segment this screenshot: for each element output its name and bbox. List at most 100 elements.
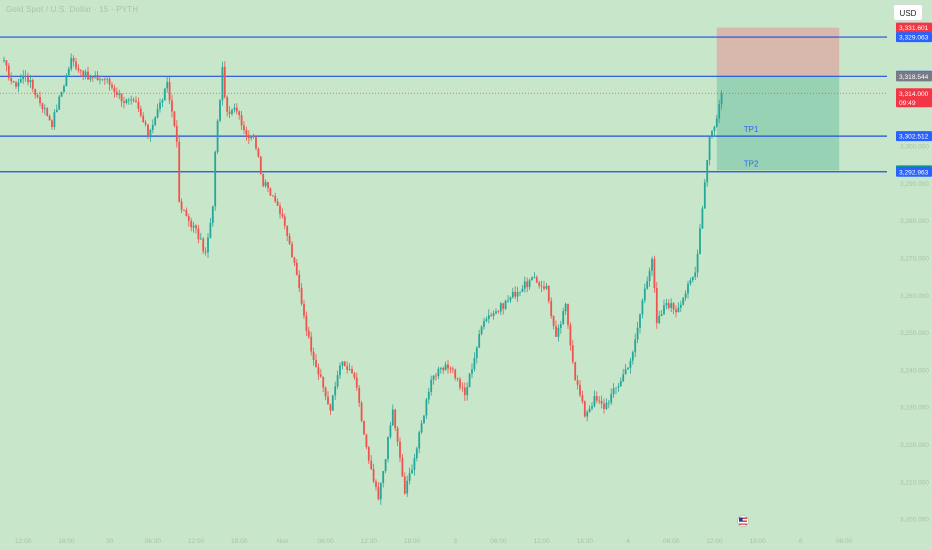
- candle-body: [689, 280, 692, 284]
- candle-body: [415, 448, 418, 459]
- candle-body: [708, 136, 711, 160]
- candle-body: [612, 388, 615, 395]
- candle-body: [264, 182, 267, 187]
- candle-body: [147, 124, 149, 137]
- candle-body: [226, 97, 229, 112]
- candle-body: [24, 75, 27, 77]
- price-tag: 3,318.544: [896, 71, 932, 82]
- candle-body: [651, 258, 653, 271]
- candle-body: [317, 367, 320, 375]
- candle-body: [459, 379, 461, 388]
- price-tag: 3,329.063: [896, 32, 932, 43]
- candle-body: [643, 288, 646, 301]
- candle-body: [634, 339, 637, 353]
- tp-label: TP2: [744, 159, 759, 168]
- economic-event-marker: [737, 515, 749, 527]
- candle-body: [581, 395, 584, 402]
- candle-body: [360, 402, 363, 421]
- candle-body: [591, 406, 593, 409]
- candle-body: [646, 281, 649, 289]
- position-labels: TP1 TP2: [744, 125, 759, 168]
- candle-body: [442, 367, 445, 371]
- candle-body: [720, 93, 723, 105]
- candle-body: [432, 375, 435, 380]
- candle-body: [389, 425, 392, 437]
- candle-body: [310, 336, 313, 352]
- candle-body: [175, 125, 178, 142]
- candle-body: [353, 373, 356, 378]
- candle-body: [420, 423, 423, 433]
- candle-body: [43, 108, 46, 110]
- flag-canton: [739, 517, 743, 521]
- price-axis: 3,300.000 3,290.000 3,280.000 3,270.000 3,26…: [896, 22, 932, 524]
- candle-body: [507, 300, 509, 302]
- candle-body: [418, 432, 421, 449]
- candle-body: [605, 402, 608, 409]
- candle-body: [370, 460, 373, 470]
- candle-body: [473, 358, 476, 370]
- candle-body: [31, 80, 34, 89]
- candle-body: [696, 254, 699, 273]
- candle-body: [715, 118, 718, 127]
- currency-button[interactable]: USD: [893, 4, 923, 21]
- candle-body: [223, 66, 226, 98]
- candle-body: [233, 107, 236, 110]
- candle-body: [103, 78, 106, 80]
- candle-body: [682, 297, 685, 305]
- candle-body: [667, 303, 670, 308]
- price-tag: 3,292.963: [896, 166, 932, 177]
- candle-body: [576, 380, 579, 385]
- candle-body: [619, 381, 622, 387]
- candle-body: [454, 369, 457, 379]
- candle-body: [427, 391, 430, 400]
- candle-body: [12, 81, 15, 83]
- candle-body: [173, 111, 176, 126]
- candle-body: [490, 315, 493, 317]
- candle-body: [583, 401, 586, 417]
- time-tick-label: 30: [106, 538, 114, 545]
- candle-body: [648, 270, 651, 282]
- price-tag: 3,314.000 09:49: [896, 88, 932, 108]
- candle-body: [219, 100, 221, 121]
- candle-body: [535, 277, 538, 283]
- candle-body: [154, 117, 157, 125]
- candle-body: [691, 276, 694, 281]
- flag-stripe: [739, 520, 747, 522]
- candle-body: [279, 205, 281, 214]
- candle-body: [281, 213, 284, 217]
- candle-body: [336, 375, 339, 387]
- candle-body: [195, 225, 197, 229]
- candle-body: [238, 111, 241, 116]
- candle-body: [375, 481, 377, 488]
- candle-body: [75, 61, 77, 69]
- candle-body: [586, 412, 589, 417]
- time-tick-label: 06:00: [317, 538, 334, 545]
- candle-body: [600, 401, 603, 404]
- candle-body: [396, 428, 399, 442]
- candle-body: [315, 359, 317, 368]
- candle-body: [185, 210, 188, 217]
- take-profit-zone: [716, 75, 840, 171]
- candle-body: [84, 71, 87, 77]
- candle-body: [216, 120, 219, 152]
- candle-body: [142, 115, 145, 123]
- candle-body: [211, 206, 214, 223]
- candle-body: [468, 373, 471, 388]
- time-tick-label: 18:00: [404, 538, 421, 545]
- candle-body: [571, 345, 574, 362]
- candle-body: [703, 182, 706, 209]
- candle-body: [706, 159, 709, 183]
- price-tick-label: 3,220.000: [900, 442, 929, 449]
- time-tick-label: 3: [453, 538, 457, 545]
- candle-body: [82, 71, 85, 77]
- candle-body: [567, 303, 569, 325]
- candle-body: [485, 319, 488, 321]
- flag-stripe: [739, 523, 747, 525]
- candle-body: [699, 228, 701, 255]
- candle-body: [367, 447, 370, 461]
- candle-body: [204, 251, 207, 253]
- candle-body: [449, 368, 452, 370]
- candle-body: [51, 120, 53, 127]
- candle-body: [413, 458, 416, 470]
